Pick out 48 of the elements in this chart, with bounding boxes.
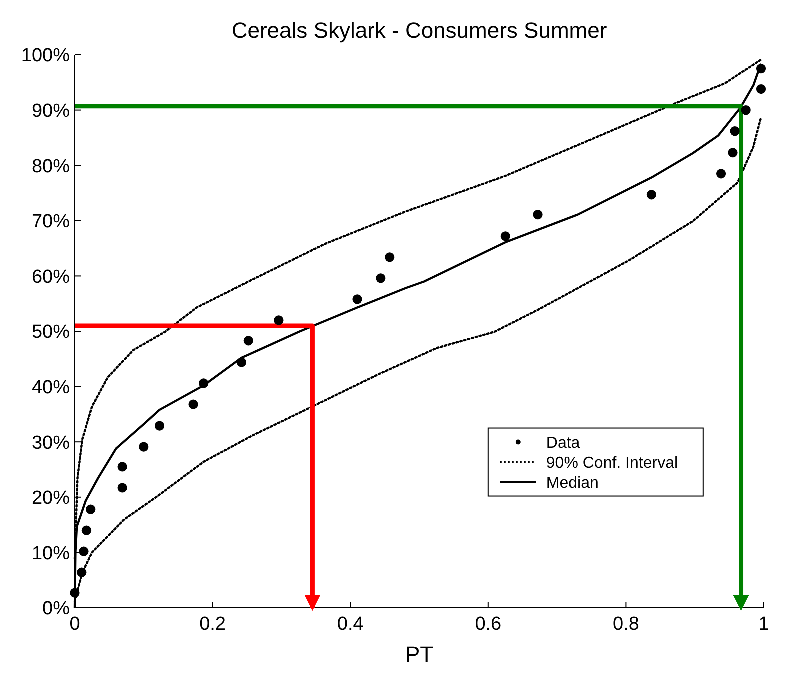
x-tick-label: 0.2 bbox=[200, 614, 226, 635]
y-tick-label: 80% bbox=[32, 156, 70, 178]
x-tick-label: 1 bbox=[758, 614, 770, 635]
point bbox=[533, 210, 543, 220]
point bbox=[199, 378, 209, 388]
point bbox=[716, 169, 726, 179]
y-tick-label: 70% bbox=[32, 212, 70, 233]
point bbox=[244, 336, 254, 346]
point bbox=[86, 504, 96, 514]
x-tick-label: 0.8 bbox=[612, 614, 640, 635]
chart-title: Cereals Skylark - Consumers Summer bbox=[232, 18, 608, 43]
point bbox=[82, 526, 92, 536]
point bbox=[385, 252, 395, 262]
point bbox=[756, 84, 766, 94]
point bbox=[79, 546, 89, 556]
y-tick-label: 30% bbox=[32, 432, 70, 454]
point bbox=[274, 316, 284, 326]
point bbox=[139, 442, 149, 452]
point bbox=[728, 148, 738, 158]
point bbox=[741, 106, 751, 116]
y-tick-label: 100% bbox=[21, 46, 70, 67]
legend-label: Data bbox=[546, 434, 580, 452]
point bbox=[756, 64, 766, 74]
point bbox=[646, 190, 656, 200]
legend-label: Median bbox=[546, 474, 599, 492]
y-tick-label: 0% bbox=[42, 598, 70, 620]
point bbox=[188, 400, 198, 410]
x-axis-title: PT bbox=[405, 642, 434, 667]
point bbox=[236, 358, 247, 368]
point bbox=[118, 462, 128, 472]
y-tick-label: 40% bbox=[32, 377, 70, 398]
y-tick-label: 20% bbox=[32, 488, 70, 510]
y-tick-label: 50% bbox=[32, 322, 70, 344]
x-tick-label: 0.4 bbox=[337, 614, 364, 635]
y-tick-label: 60% bbox=[32, 266, 70, 288]
point bbox=[154, 421, 165, 431]
point bbox=[118, 483, 128, 493]
point bbox=[376, 274, 386, 284]
point bbox=[730, 126, 740, 136]
point bbox=[500, 232, 510, 242]
x-tick-label: 0.6 bbox=[475, 614, 502, 635]
point bbox=[352, 294, 362, 304]
y-tick-label: 10% bbox=[32, 543, 70, 564]
y-tick-label: 90% bbox=[32, 100, 70, 122]
legend-label: 90% Conf. Interval bbox=[546, 454, 678, 472]
x-tick-label: 0 bbox=[70, 614, 80, 635]
point bbox=[70, 588, 80, 598]
point bbox=[77, 568, 87, 578]
